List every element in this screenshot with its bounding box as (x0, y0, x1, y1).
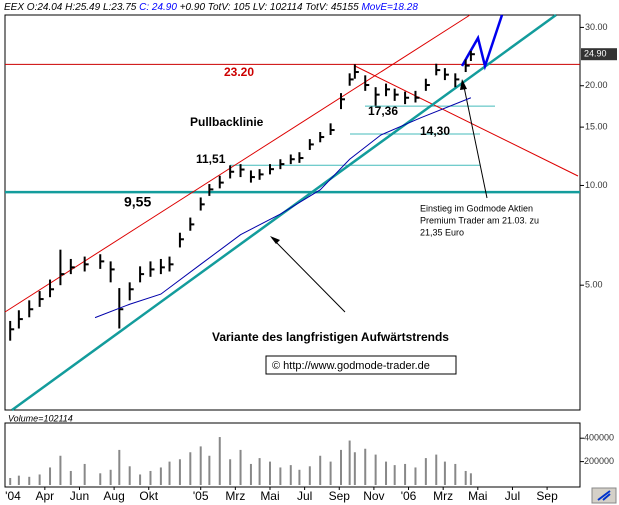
header-part: +0.90 TotV: 105 LV: 102114 TotV: 45155 (180, 2, 359, 13)
annotation: Einstieg im Godmode Aktien (420, 203, 533, 213)
x-tick-label: '06 (401, 489, 417, 503)
x-tick-label: Mai (260, 489, 279, 503)
arrow (271, 237, 346, 313)
y-tick-label: 30.00 (585, 22, 608, 32)
volume-panel (4, 422, 581, 488)
y-tick-label: 200000 (584, 456, 614, 466)
x-tick-label: Jun (70, 489, 89, 503)
copyright-box (265, 355, 457, 375)
copyright: © http://www.godmode-trader.de (272, 360, 430, 372)
pullback-line (4, 14, 471, 313)
annotation: 21,35 Euro (420, 227, 464, 237)
y-tick-label: 400000 (584, 433, 614, 443)
annotation: Premium Trader am 21.03. zu (420, 215, 539, 225)
header-part: MovE=18.28 (361, 2, 418, 13)
x-tick-label: Nov (363, 489, 384, 503)
y-tick-label: 10.00 (585, 180, 608, 190)
moving-average (94, 97, 472, 319)
x-tick-label: Aug (103, 489, 124, 503)
y-tick-label: 20.00 (585, 80, 608, 90)
x-tick-label: Apr (35, 489, 54, 503)
price-tag: 24.90 (584, 49, 607, 59)
level-label: 14,30 (420, 124, 450, 138)
x-tick-label: Mai (468, 489, 487, 503)
x-tick-label: Mrz (433, 489, 453, 503)
level-label: 11,51 (196, 152, 226, 166)
y-tick-label: 5.00 (585, 280, 603, 290)
price-tag-box (581, 48, 617, 61)
header: EEX O:24.04 H:25.49 L:23.75 C: 24.90 +0.… (4, 2, 418, 13)
x-tick-label: '05 (193, 489, 209, 503)
level-label: 23.20 (224, 65, 254, 79)
x-tick-label: Sep (536, 489, 558, 503)
arrowhead (460, 79, 467, 90)
x-tick-label: Jul (297, 489, 312, 503)
arrow (462, 81, 488, 199)
arrowhead (270, 236, 280, 244)
x-tick-label: Jul (505, 489, 520, 503)
level-label: 9,55 (124, 194, 151, 210)
level-label: 17,36 (368, 104, 398, 118)
resistance-line (354, 65, 579, 177)
x-tick-label: Okt (139, 489, 158, 503)
trend-line (11, 13, 557, 412)
x-tick-label: '04 (5, 489, 21, 503)
y-tick-label: 15.00 (585, 122, 608, 132)
annotation: Variante des langfristigen Aufwärtstrend… (212, 330, 449, 344)
x-tick-label: Mrz (225, 489, 245, 503)
header-part: C: 24.90 (139, 2, 177, 13)
header-part: EEX O:24.04 H:25.49 L:23.75 (4, 2, 137, 13)
annotation: Pullbacklinie (190, 115, 264, 129)
x-tick-label: Sep (329, 489, 351, 503)
tool-icon-glyph (597, 490, 611, 501)
volume-title: Volume=102114 (8, 413, 73, 423)
